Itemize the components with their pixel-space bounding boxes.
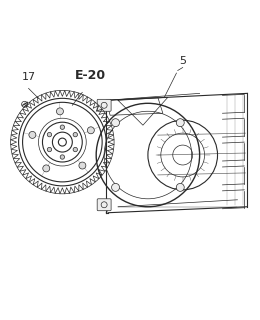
Circle shape bbox=[56, 108, 63, 115]
Circle shape bbox=[47, 132, 52, 137]
Circle shape bbox=[112, 119, 120, 127]
Circle shape bbox=[79, 162, 86, 169]
Circle shape bbox=[29, 132, 36, 138]
Circle shape bbox=[47, 148, 52, 152]
Circle shape bbox=[73, 132, 77, 137]
Text: E-20: E-20 bbox=[75, 69, 106, 83]
Circle shape bbox=[73, 148, 77, 152]
Circle shape bbox=[43, 165, 50, 172]
Circle shape bbox=[176, 119, 184, 127]
Circle shape bbox=[60, 125, 64, 129]
FancyBboxPatch shape bbox=[97, 99, 111, 111]
FancyBboxPatch shape bbox=[97, 199, 111, 211]
Circle shape bbox=[87, 127, 94, 134]
Circle shape bbox=[176, 183, 184, 191]
Text: 5: 5 bbox=[179, 55, 186, 66]
Circle shape bbox=[112, 183, 120, 191]
Circle shape bbox=[60, 155, 64, 159]
Text: 17: 17 bbox=[22, 72, 36, 83]
